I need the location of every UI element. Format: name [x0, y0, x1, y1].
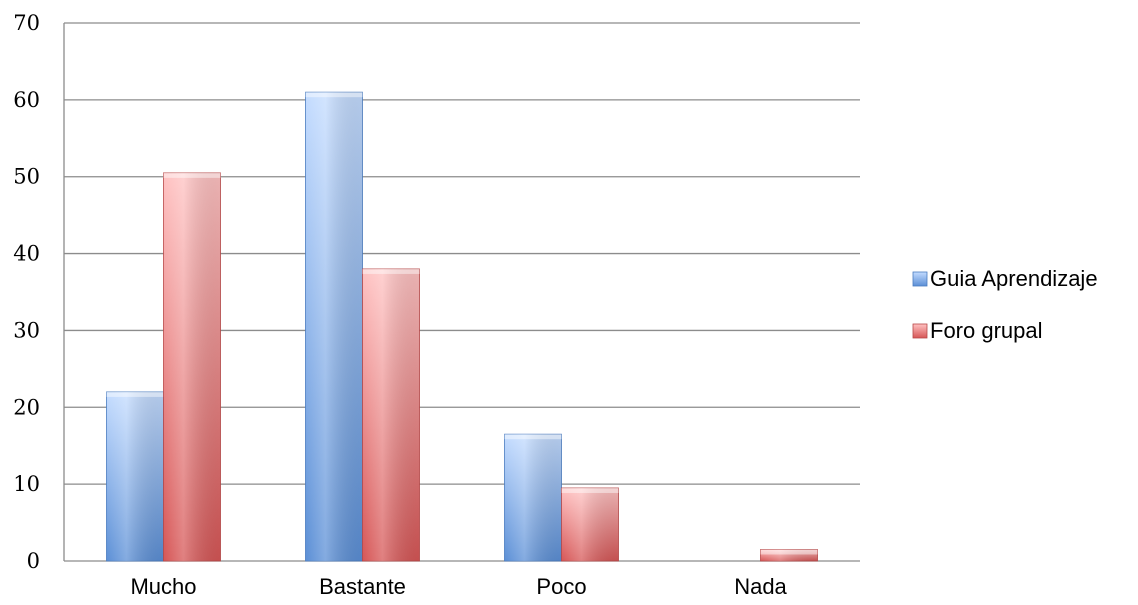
legend-swatch — [912, 271, 928, 287]
bar-sheen — [561, 487, 619, 561]
y-tick-label: 10 — [13, 472, 40, 496]
bar-sheen — [760, 549, 818, 561]
bar-sheen — [504, 434, 562, 561]
bar-bevel — [760, 549, 818, 555]
y-tick-label: 0 — [27, 549, 40, 573]
legend-label: Foro grupal — [930, 318, 1043, 343]
bars — [106, 91, 818, 562]
bar-bevel — [163, 172, 221, 178]
legend-item-guia-aprendizaje: Guia Aprendizaje — [912, 266, 1098, 291]
y-tick-label: 60 — [13, 88, 40, 112]
bar-nada-foro-grupal — [760, 549, 818, 562]
x-axis-ticks: Mucho Bastante Poco Nada — [130, 574, 787, 599]
y-tick-label: 70 — [13, 11, 40, 35]
y-tick-label: 50 — [13, 165, 40, 189]
legend: Guia Aprendizaje Foro grupal — [912, 266, 1098, 343]
legend-swatch — [912, 323, 928, 339]
y-tick-label: 20 — [13, 395, 40, 419]
bar-sheen — [106, 391, 164, 561]
y-tick-label: 30 — [13, 318, 40, 342]
x-tick-label: Nada — [734, 574, 787, 599]
bar-bevel — [362, 268, 420, 274]
bar-bevel — [305, 92, 363, 98]
bar-bevel — [561, 487, 619, 493]
y-axis-ticks: 0 10 20 30 40 50 60 70 — [13, 11, 40, 573]
bar-sheen — [362, 268, 420, 561]
bar-bastante-foro-grupal — [362, 268, 420, 562]
x-tick-label: Poco — [536, 574, 586, 599]
legend-item-foro-grupal: Foro grupal — [912, 318, 1043, 343]
bar-bevel — [504, 434, 562, 440]
y-tick-label: 40 — [13, 242, 40, 266]
bar-mucho-guia-aprendizaje — [106, 391, 164, 562]
bar-poco-foro-grupal — [561, 487, 619, 562]
bar-mucho-foro-grupal — [163, 172, 221, 562]
bar-bastante-guia-aprendizaje — [305, 91, 363, 562]
bar-sheen — [163, 172, 221, 561]
bar-bevel — [106, 391, 164, 397]
x-tick-label: Mucho — [130, 574, 196, 599]
legend-label: Guia Aprendizaje — [930, 266, 1098, 291]
bar-sheen — [305, 92, 363, 562]
bar-poco-guia-aprendizaje — [504, 433, 562, 562]
x-tick-label: Bastante — [319, 574, 406, 599]
